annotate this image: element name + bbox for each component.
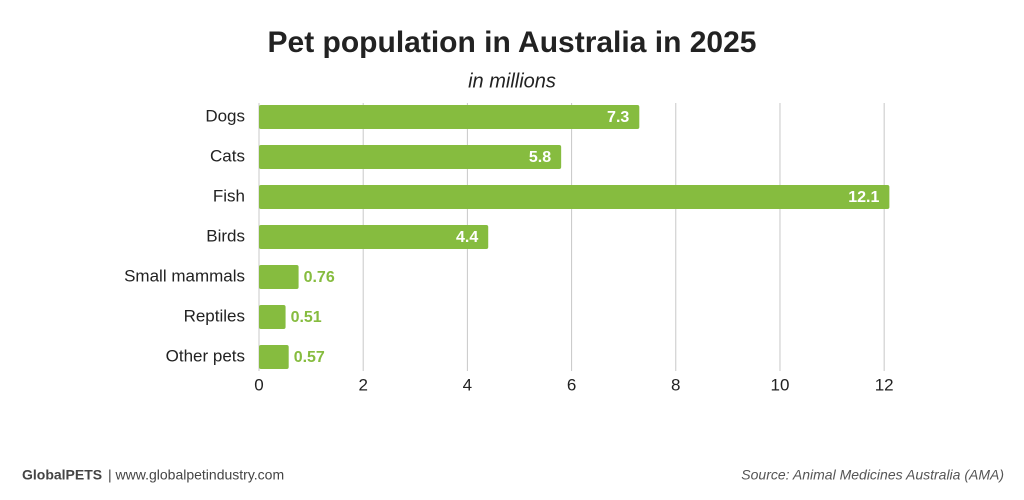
bar <box>259 265 299 289</box>
footer-source: Source: Animal Medicines Australia (AMA) <box>741 467 1004 483</box>
chart-subtitle: in millions <box>468 70 556 92</box>
y-tick-label: Reptiles <box>184 306 245 325</box>
y-tick-label: Cats <box>210 146 245 165</box>
value-label: 0.57 <box>294 349 325 366</box>
x-tick-label: 12 <box>875 375 894 394</box>
value-label: 0.51 <box>291 309 322 326</box>
value-label: 12.1 <box>848 189 879 206</box>
x-tick-label: 0 <box>254 375 263 394</box>
y-tick-label: Fish <box>213 186 245 205</box>
footer-site: | www.globalpetindustry.com <box>108 467 284 483</box>
value-label: 4.4 <box>456 229 478 246</box>
y-tick-label: Birds <box>206 226 245 245</box>
bar <box>259 225 489 249</box>
x-tick-label: 6 <box>567 375 576 394</box>
value-label: 7.3 <box>607 109 629 126</box>
bar <box>259 345 289 369</box>
bar <box>259 305 286 329</box>
y-tick-label: Dogs <box>205 106 245 125</box>
chart-title: Pet population in Australia in 2025 <box>268 26 757 59</box>
bar <box>259 145 562 169</box>
x-tick-label: 2 <box>358 375 367 394</box>
bar <box>259 105 640 129</box>
y-tick-label: Small mammals <box>124 266 245 285</box>
x-tick-label: 10 <box>771 375 790 394</box>
x-tick-label: 4 <box>463 375 472 394</box>
y-tick-label: Other pets <box>166 346 245 365</box>
bar <box>259 185 890 209</box>
value-label: 5.8 <box>529 149 551 166</box>
x-tick-label: 8 <box>671 375 680 394</box>
footer-brand: GlobalPETS <box>22 467 102 483</box>
value-label: 0.76 <box>304 269 335 286</box>
